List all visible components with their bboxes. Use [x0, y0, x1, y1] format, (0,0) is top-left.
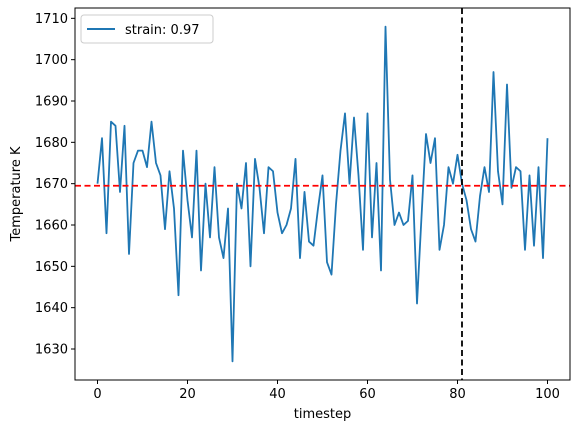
y-axis-ticks: 1630 1640 1650 1660 1670 1680 1690 1700 1710	[35, 12, 75, 358]
series-group	[96, 25, 549, 363]
plot-area	[75, 8, 570, 380]
x-tick-label: 20	[179, 387, 196, 402]
x-tick-label: 80	[449, 387, 466, 402]
y-tick-label: 1640	[35, 301, 68, 316]
y-tick-label: 1710	[35, 12, 68, 27]
y-axis-label: Temperature K	[9, 146, 24, 242]
y-tick-label: 1690	[35, 95, 68, 110]
x-axis-label: timestep	[294, 407, 352, 422]
reference-lines	[75, 8, 570, 380]
y-tick-label: 1700	[35, 53, 68, 68]
legend-box	[80, 14, 214, 44]
x-tick-label: 0	[93, 387, 101, 402]
x-tick-label: 100	[535, 387, 560, 402]
y-tick-label: 1680	[35, 136, 68, 151]
axes-frame	[74, 7, 571, 381]
y-tick-label: 1630	[35, 343, 68, 358]
legend: strain: 0.97	[80, 14, 214, 44]
y-tick-label: 1670	[35, 177, 68, 192]
legend-entry: strain: 0.97	[125, 23, 200, 38]
x-tick-label: 60	[359, 387, 376, 402]
series-line-0	[96, 25, 549, 363]
x-tick-label: 40	[269, 387, 286, 402]
x-axis-ticks: 0 20 40 60 80 100	[93, 380, 560, 402]
y-tick-label: 1660	[35, 219, 68, 234]
y-tick-label: 1650	[35, 260, 68, 275]
